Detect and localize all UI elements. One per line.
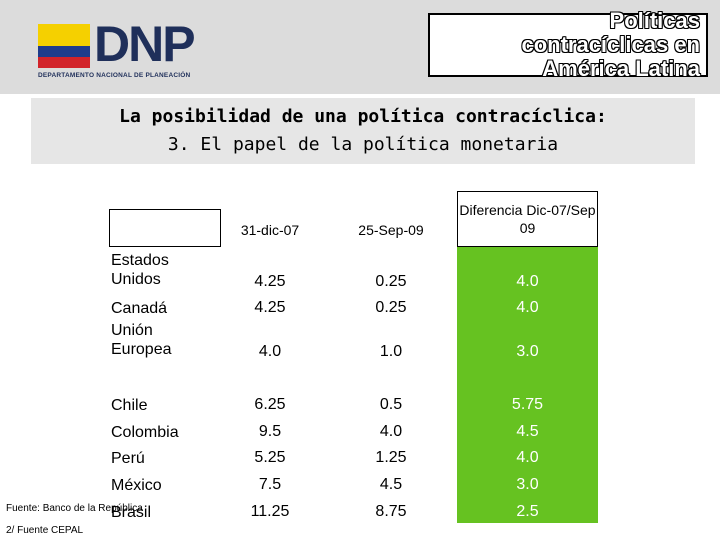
subtitle-line-2: 3. El papel de la política monetaria [167,134,559,155]
row-country-estados-unidos: Estados Unidos [111,252,169,288]
subtitle-line-1: La posibilidad de una política contracíc… [119,106,607,127]
table-corner-cell [109,209,221,247]
row-value-dec07: 7.5 [258,476,282,493]
row-value-sep09: 4.0 [379,423,403,440]
source-note-banco: Fuente: Banco de la República [6,503,143,514]
title-line-2: contracíclicas en [521,32,700,57]
row-value-difference: 4.5 [516,423,539,440]
row-country-mexico: México [111,477,162,494]
subtitle-box: La posibilidad de una política contracíc… [31,98,695,164]
difference-column-fill [457,247,598,523]
column-header-difference: Diferencia Dic-07/Sep 09 [457,191,598,247]
colombia-flag-icon [38,24,90,68]
row-value-dec07: 6.25 [254,396,286,413]
logo-subtitle: DEPARTAMENTO NACIONAL DE PLANEACIÓN [38,72,191,79]
row-value-sep09: 1.0 [379,343,403,360]
row-value-difference: 5.75 [511,396,544,413]
row-country-union-europea: Unión Europea [111,322,172,358]
row-value-dec07: 5.25 [254,449,286,466]
row-value-difference: 3.0 [516,343,539,360]
row-country-chile: Chile [111,397,148,414]
row-value-sep09: 0.5 [379,396,403,413]
dnp-logo: DNP DEPARTAMENTO NACIONAL DE PLANEACIÓN [34,14,224,84]
row-value-difference: 2.5 [516,503,539,520]
title-line-1: Políticas [609,8,700,33]
column-header-dec07: 31-dic-07 [240,222,300,238]
row-value-sep09: 0.25 [375,273,407,290]
row-value-sep09: 4.5 [379,476,403,493]
row-value-dec07: 4.0 [258,343,282,360]
row-value-sep09: 1.25 [375,449,407,466]
row-value-dec07: 4.25 [254,299,286,316]
row-country-peru: Perú [111,450,145,467]
row-value-dec07: 11.25 [250,503,290,520]
row-value-sep09: 8.75 [375,503,407,520]
row-country-canada: Canadá [111,300,168,317]
row-value-difference: 4.0 [516,449,539,466]
row-value-dec07: 9.5 [258,423,282,440]
row-value-difference: 4.0 [516,299,539,316]
row-value-dec07: 4.25 [254,273,286,290]
logo-text: DNP [94,16,196,72]
row-value-difference: 4.0 [516,273,539,290]
row-value-difference: 3.0 [516,476,539,493]
column-header-sep09: 25-Sep-09 [358,222,424,238]
row-value-sep09: 0.25 [375,299,407,316]
title-box: Políticas contracíclicas en América Lati… [428,9,708,81]
title-line-3: América Latina [542,56,700,81]
row-country-brasil: Brasil [111,504,152,521]
row-country-colombia: Colombia [111,424,179,441]
source-note-cepal: 2/ Fuente CEPAL [6,525,84,536]
